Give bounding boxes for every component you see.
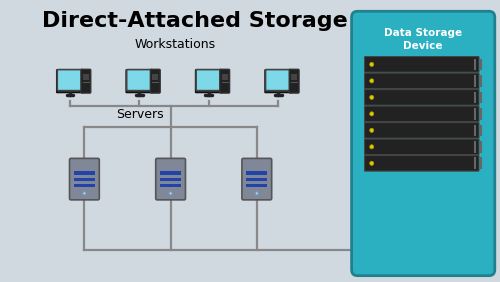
Text: Servers: Servers xyxy=(116,108,164,121)
Bar xyxy=(160,184,182,187)
FancyBboxPatch shape xyxy=(126,70,152,91)
FancyBboxPatch shape xyxy=(364,57,479,72)
FancyBboxPatch shape xyxy=(352,11,495,276)
FancyBboxPatch shape xyxy=(150,69,160,93)
FancyBboxPatch shape xyxy=(265,70,291,92)
FancyBboxPatch shape xyxy=(364,155,479,171)
Circle shape xyxy=(370,95,374,100)
FancyBboxPatch shape xyxy=(57,70,83,91)
FancyBboxPatch shape xyxy=(196,70,222,91)
Text: Workstations: Workstations xyxy=(135,38,216,51)
Circle shape xyxy=(83,192,86,195)
FancyBboxPatch shape xyxy=(196,70,222,92)
Bar xyxy=(246,171,268,175)
Text: Direct-Attached Storage (DAS): Direct-Attached Storage (DAS) xyxy=(42,11,428,31)
FancyBboxPatch shape xyxy=(364,106,479,122)
FancyBboxPatch shape xyxy=(126,70,153,92)
Bar xyxy=(246,178,268,181)
Circle shape xyxy=(370,62,374,67)
Bar xyxy=(74,184,95,187)
Bar xyxy=(74,171,95,175)
FancyBboxPatch shape xyxy=(220,69,230,93)
Bar xyxy=(160,171,182,175)
FancyBboxPatch shape xyxy=(56,70,84,92)
Circle shape xyxy=(370,128,374,133)
FancyBboxPatch shape xyxy=(289,69,299,93)
Bar xyxy=(160,178,182,181)
Text: Data Storage
Device: Data Storage Device xyxy=(384,28,462,51)
Bar xyxy=(83,74,88,80)
Bar xyxy=(152,74,158,80)
FancyBboxPatch shape xyxy=(266,70,291,91)
Circle shape xyxy=(370,161,374,165)
FancyBboxPatch shape xyxy=(81,69,91,93)
FancyBboxPatch shape xyxy=(156,158,186,200)
Bar xyxy=(74,178,95,181)
Bar xyxy=(291,74,297,80)
Bar xyxy=(246,184,268,187)
Circle shape xyxy=(370,112,374,116)
Circle shape xyxy=(169,192,172,195)
Circle shape xyxy=(370,79,374,83)
Circle shape xyxy=(370,145,374,149)
FancyBboxPatch shape xyxy=(242,158,272,200)
FancyBboxPatch shape xyxy=(364,139,479,155)
FancyBboxPatch shape xyxy=(364,90,479,105)
Circle shape xyxy=(255,192,258,195)
Bar xyxy=(222,74,228,80)
FancyBboxPatch shape xyxy=(364,123,479,138)
FancyBboxPatch shape xyxy=(70,158,100,200)
FancyBboxPatch shape xyxy=(364,73,479,89)
